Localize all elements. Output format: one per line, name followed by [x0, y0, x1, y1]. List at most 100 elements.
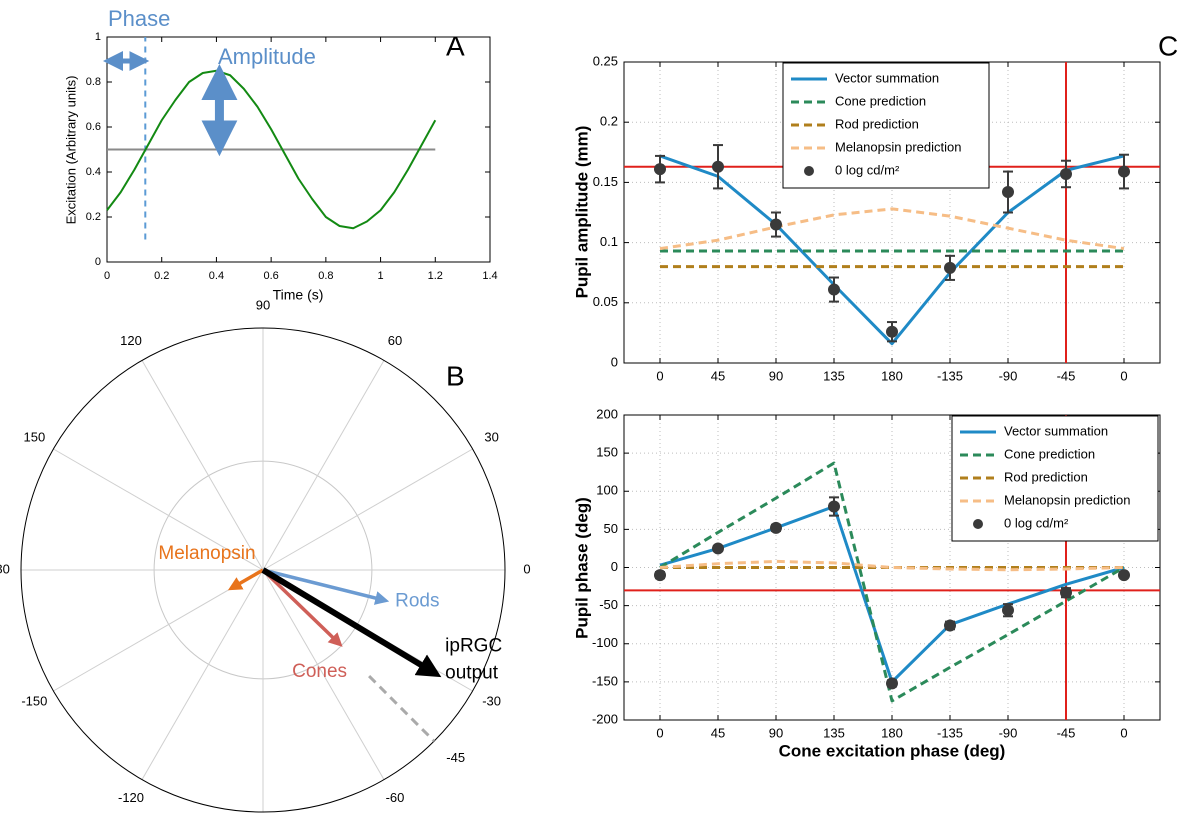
- data-point: [886, 325, 898, 338]
- data-point: [654, 569, 666, 582]
- y-tick-label: 0: [95, 256, 101, 268]
- legend-swatch: [973, 519, 983, 529]
- theta-tick-label: -150: [21, 693, 47, 708]
- reference-line: [368, 675, 436, 743]
- theta-tick-label: -60: [386, 790, 405, 805]
- theta-tick-label: 30: [484, 429, 498, 444]
- y-tick-label: 0.2: [86, 211, 101, 223]
- x-tick-label: 1.2: [428, 270, 443, 282]
- x-tick-label: 45: [711, 725, 725, 740]
- theta-tick-label: 150: [24, 429, 46, 444]
- data-point: [828, 283, 840, 296]
- legend-label: Rod prediction: [835, 116, 919, 131]
- x-tick-label: 135: [823, 368, 845, 383]
- series-line: [659, 461, 1125, 703]
- polar-grid-line: [262, 448, 473, 571]
- polar-grid-line: [141, 360, 264, 571]
- y-tick-label: 0: [611, 354, 618, 369]
- data-point: [944, 619, 956, 632]
- y-tick-label: 0.1: [600, 234, 618, 249]
- panel-label: C: [1158, 30, 1178, 61]
- x-tick-label: 0.6: [263, 270, 278, 282]
- annotation: Phase: [108, 6, 170, 31]
- x-tick-label: 90: [769, 368, 783, 383]
- x-tick-label: 135: [823, 725, 845, 740]
- y-axis-label: Pupil phase (deg): [572, 497, 591, 639]
- x-axis-label: Cone excitation phase (deg): [779, 741, 1006, 760]
- data-point: [712, 542, 724, 555]
- theta-tick-label: 120: [120, 333, 142, 348]
- data-point: [1060, 167, 1072, 180]
- x-tick-label: 1.4: [482, 270, 497, 282]
- polar-grid-line: [262, 360, 385, 571]
- data-point: [1118, 569, 1130, 582]
- y-tick-label: 1: [95, 31, 101, 43]
- x-tick-label: 45: [711, 368, 725, 383]
- y-tick-label: -150: [592, 673, 618, 688]
- theta-tick-label: 180: [0, 561, 10, 576]
- plot-frame: [623, 61, 1161, 364]
- y-tick-label: 100: [596, 483, 618, 498]
- data-point: [712, 160, 724, 173]
- y-tick-label: 150: [596, 445, 618, 460]
- theta-tick-label: -120: [118, 790, 144, 805]
- data-point: [1002, 186, 1014, 199]
- theta-tick-label: 0: [523, 561, 530, 576]
- vector-label: ipRGC output: [445, 635, 502, 683]
- y-tick-label: 200: [596, 406, 618, 421]
- x-tick-label: 0: [1120, 368, 1127, 383]
- vector-label: Rods: [395, 590, 439, 611]
- x-tick-label: 0: [104, 270, 110, 282]
- x-tick-label: 1: [378, 270, 384, 282]
- vector-arrow: [262, 568, 390, 605]
- data-point: [654, 163, 666, 176]
- x-tick-label: 90: [769, 725, 783, 740]
- x-tick-label: 0: [656, 368, 663, 383]
- series-line: [659, 154, 1125, 346]
- legend-label: Rod prediction: [1004, 469, 1088, 484]
- x-tick-label: -90: [999, 725, 1018, 740]
- x-tick-label: 0.8: [318, 270, 333, 282]
- y-tick-label: 0.4: [86, 166, 101, 178]
- legend-label: 0 log cd/m²: [1004, 515, 1069, 530]
- polar-grid-line: [262, 569, 385, 780]
- y-axis-label: Excitation (Arbitrary units): [63, 76, 78, 225]
- x-tick-label: -135: [937, 368, 963, 383]
- data-point: [886, 677, 898, 690]
- legend-label: Vector summation: [1004, 423, 1108, 438]
- vector-label: Cones: [292, 661, 347, 682]
- y-tick-label: -100: [592, 635, 618, 650]
- y-tick-label: 0.8: [86, 76, 101, 88]
- x-tick-label: 180: [881, 368, 903, 383]
- vector-arrow: [227, 568, 264, 591]
- y-tick-label: 0.6: [86, 121, 101, 133]
- legend-label: Vector summation: [835, 70, 939, 85]
- data-point: [770, 218, 782, 231]
- vector-label: Melanopsin: [158, 543, 255, 564]
- legend-label: Cone prediction: [1004, 446, 1095, 461]
- data-point: [770, 521, 782, 534]
- theta-tick-label: -30: [482, 693, 501, 708]
- annotation: Amplitude: [218, 44, 316, 69]
- x-tick-label: -135: [937, 725, 963, 740]
- data-point: [944, 261, 956, 274]
- theta-tick-label: -45: [446, 750, 465, 765]
- polar-grid-line: [141, 569, 264, 780]
- x-tick-label: 0.4: [209, 270, 224, 282]
- legend-label: Melanopsin prediction: [835, 139, 961, 154]
- data-point: [828, 500, 840, 513]
- panel-label: A: [446, 30, 465, 61]
- y-tick-label: 0.15: [593, 174, 618, 189]
- panel-label: B: [446, 360, 465, 391]
- x-tick-label: -45: [1057, 725, 1076, 740]
- legend-swatch: [804, 166, 814, 176]
- vector-arrow: [261, 568, 343, 647]
- x-axis-label: Time (s): [273, 287, 324, 303]
- x-tick-label: -90: [999, 368, 1018, 383]
- data-point: [1060, 586, 1072, 599]
- polar-frame: [20, 327, 506, 813]
- theta-tick-label: 60: [388, 333, 402, 348]
- y-tick-label: 0.2: [600, 114, 618, 129]
- legend-label: Melanopsin prediction: [1004, 492, 1130, 507]
